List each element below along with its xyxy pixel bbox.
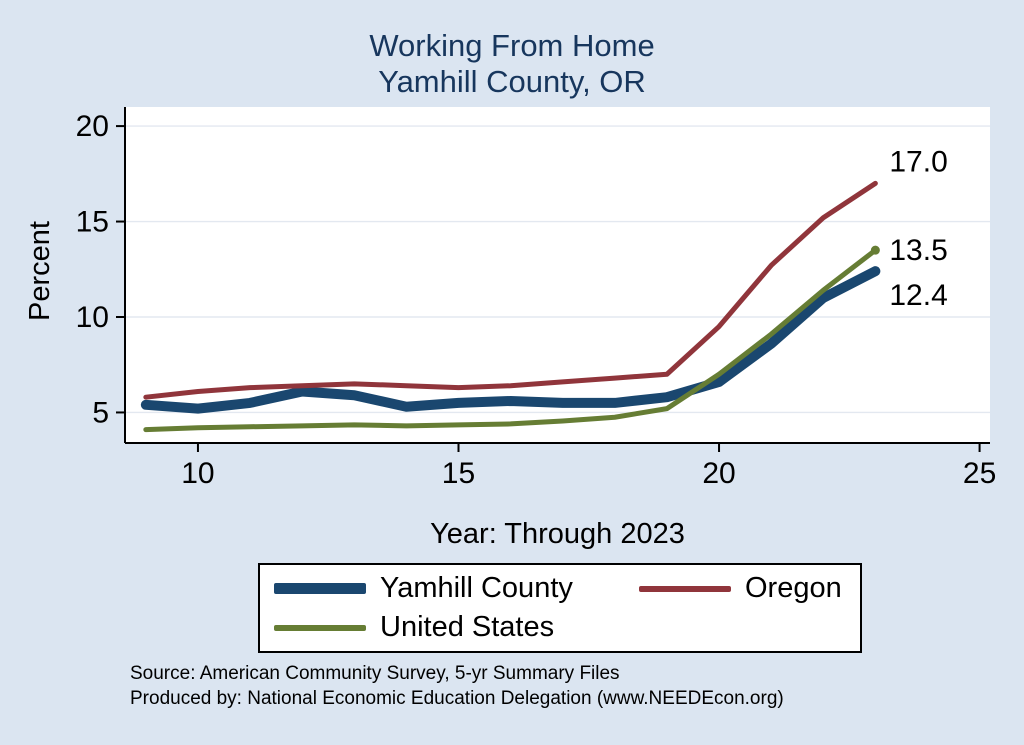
series-end-label-yamhill-county: 12.4 (889, 279, 947, 312)
series-line-yamhill-county (140, 266, 881, 414)
series-line-united-states (143, 247, 878, 433)
source-note: Source: American Community Survey, 5-yr … (130, 663, 620, 684)
legend-item-oregon: Oregon (639, 572, 860, 605)
series-end-marker-united-states (870, 245, 880, 255)
legend-item-united-states: United States (274, 611, 639, 644)
y-tick-label-5: 5 (92, 396, 109, 429)
series-line-oregon (143, 180, 878, 400)
united-states-line-swatch (274, 624, 366, 631)
x-tick-label-10: 10 (181, 457, 214, 490)
chart-title: Working From Home Yamhill County, OR (0, 28, 1024, 100)
series-end-label-united-states: 13.5 (889, 234, 947, 267)
y-tick-label-15: 15 (76, 206, 109, 239)
legend-label-united-states: United States (380, 611, 555, 643)
y-axis-title: Percent (24, 221, 56, 321)
chart-title-line2: Yamhill County, OR (378, 63, 646, 99)
x-tick-label-15: 15 (442, 457, 475, 490)
series-end-label-oregon: 17.0 (889, 145, 947, 178)
legend-item-yamhill-county: Yamhill County (274, 572, 639, 605)
produced-by-note: Produced by: National Economic Education… (130, 687, 784, 709)
x-tick-label-25: 25 (963, 457, 996, 490)
y-tick-label-20: 20 (76, 110, 109, 143)
legend: Yamhill County Oregon United States (258, 563, 862, 653)
x-tick-label-20: 20 (702, 457, 735, 490)
legend-label-yamhill-county: Yamhill County (380, 572, 573, 604)
yamhill-county-line-swatch (274, 583, 366, 594)
legend-label-oregon: Oregon (745, 572, 842, 604)
oregon-line-swatch (639, 585, 731, 592)
chart-title-line1: Working From Home (369, 28, 655, 63)
footer-notes: Source: American Community Survey, 5-yr … (130, 662, 990, 711)
y-tick-label-10: 10 (76, 301, 109, 334)
x-axis-title: Year: Through 2023 (430, 518, 685, 550)
